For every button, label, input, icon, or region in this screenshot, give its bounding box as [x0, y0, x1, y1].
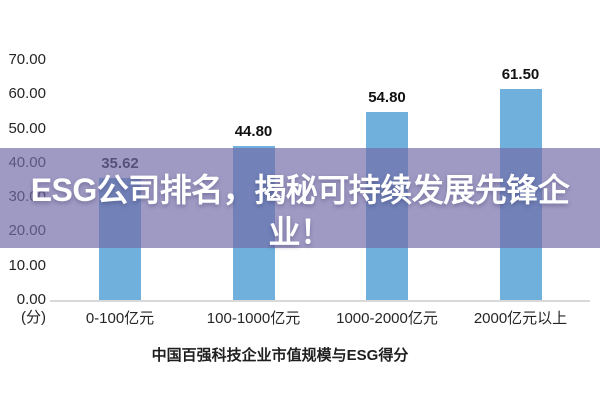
chart-title: 中国百强科技企业市值规模与ESG得分: [151, 347, 409, 364]
banner-headline-line1: ESG公司排名，揭秘可持续发展先锋企: [30, 172, 570, 208]
bar-value-label: 54.80: [368, 89, 406, 107]
y-axis-tick-label: 0.00: [16, 291, 46, 308]
x-axis-line: [50, 300, 590, 302]
y-axis-unit-label: (分): [21, 309, 46, 326]
banner-headline-line2: 业！: [268, 214, 332, 250]
x-axis-category-label: 100-1000亿元: [206, 310, 301, 327]
y-axis-tick-label: 60.00: [8, 85, 46, 103]
y-axis-tick-label: 70.00: [8, 51, 46, 68]
x-axis-category-label: 1000-2000亿元: [336, 310, 438, 327]
banner-headline: ESG公司排名，揭秘可持续发展先锋企 业！: [0, 169, 600, 253]
y-axis-tick-label: 10.00: [8, 256, 46, 274]
bar-value-label: 44.80: [234, 123, 273, 141]
y-axis-tick-label: 50.00: [8, 119, 46, 137]
bar-value-label: 61.50: [501, 66, 540, 84]
banner-overlay: [0, 148, 600, 248]
x-axis-category-label: 2000亿元以上: [473, 310, 568, 327]
x-axis-category-label: 0-100亿元: [85, 310, 155, 327]
